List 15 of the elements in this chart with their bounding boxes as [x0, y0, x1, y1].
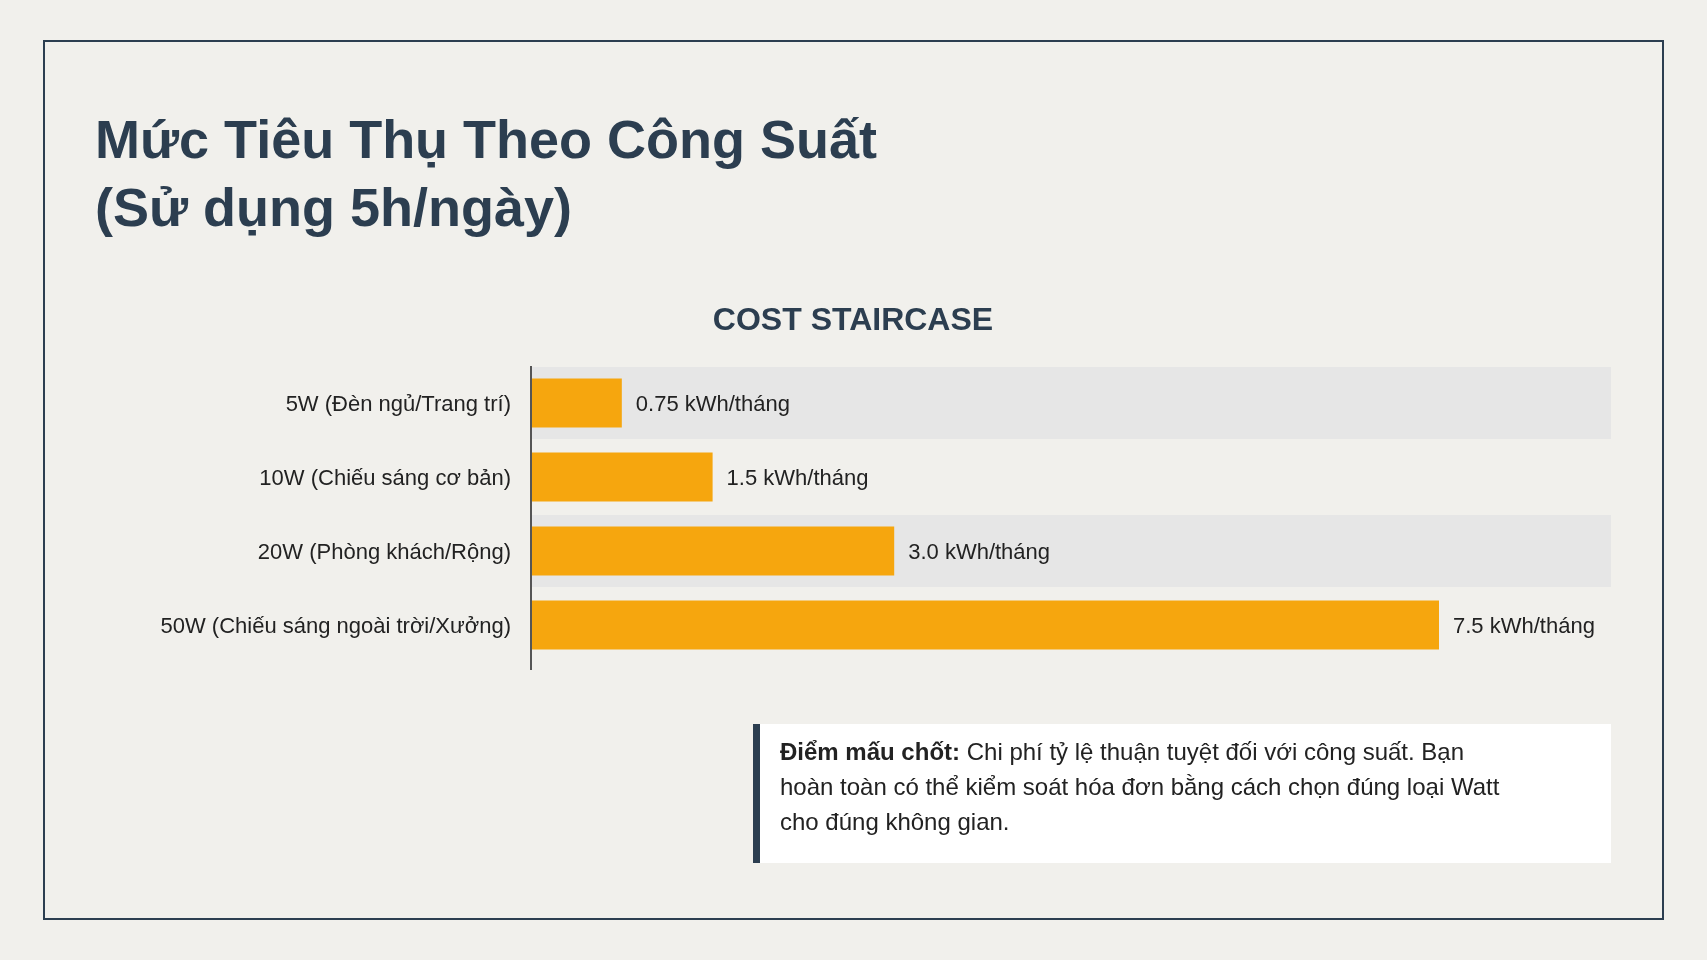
y-tick-label: 50W (Chiếu sáng ngoài trời/Xưởng) — [160, 612, 511, 638]
y-tick-label: 10W (Chiếu sáng cơ bản) — [259, 464, 511, 490]
text: Điểm mấu chốt: Chi phí tỷ lệ thuận tuyệt đối với công suất. Bạn hoàn toàn có thể kiểm soát hóa đơn bằng cách chọn đúng loại Watt cho đúng không gian. — [780, 738, 1500, 835]
chart-subtitle: COST STAIRCASE — [712, 301, 994, 337]
y-tick-label: 20W (Phòng khách/Rộng) — [257, 538, 511, 564]
data-label: 0.75 kWh/tháng — [635, 390, 790, 416]
bar — [531, 452, 713, 502]
bar — [531, 526, 895, 576]
data-label: 3.0 kWh/tháng — [908, 538, 1051, 564]
bar — [531, 378, 622, 428]
y-tick-label: 5W (Đèn ngủ/Trang trí) — [285, 390, 511, 416]
chart-title: Mức Tiêu Thụ Theo Công Suất (Sử dụng 5h/ngày) — [95, 109, 878, 237]
data-label: 1.5 kWh/tháng — [726, 464, 869, 490]
data-label: 7.5 kWh/tháng — [1453, 612, 1595, 638]
bar — [531, 600, 1439, 650]
